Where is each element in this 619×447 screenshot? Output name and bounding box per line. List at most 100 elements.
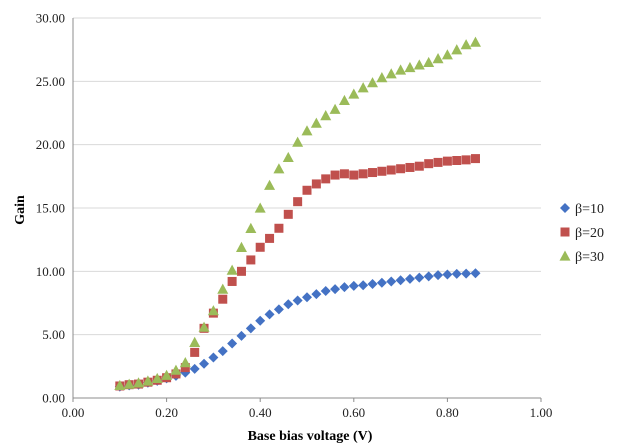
square-data-point — [311, 179, 321, 189]
x-axis-ticks: 0.00 0.20 0.40 0.60 0.80 1.00 — [62, 398, 553, 420]
triangle-data-point — [161, 369, 173, 380]
diamond-data-point — [199, 358, 210, 369]
triangle-data-point — [432, 53, 444, 64]
series-1 — [114, 268, 481, 392]
diamond-data-point — [470, 268, 481, 279]
x-tick-label: 0.80 — [436, 405, 459, 420]
axes — [72, 18, 541, 399]
square-data-point — [265, 233, 275, 243]
triangle-data-point — [282, 151, 294, 163]
diamond-data-point — [302, 292, 312, 303]
square-data-point — [293, 197, 303, 207]
y-tick-label: 10.00 — [36, 264, 65, 279]
triangle-data-point — [264, 179, 276, 190]
triangle-data-point — [142, 375, 154, 386]
square-data-point — [414, 161, 424, 171]
square-data-point — [405, 162, 415, 172]
triangle-data-point — [441, 49, 453, 60]
square-data-point — [461, 155, 471, 165]
legend-item: β=30 — [559, 250, 604, 265]
square-data-point — [321, 174, 331, 184]
square-data-point — [424, 159, 434, 169]
series-2 — [115, 154, 480, 391]
y-tick-label: 15.00 — [36, 201, 65, 216]
legend-square-icon — [560, 227, 570, 237]
diamond-data-point — [376, 277, 387, 288]
legend-diamond-icon — [560, 203, 570, 213]
triangle-data-point — [207, 305, 219, 316]
triangle-data-point — [123, 378, 135, 389]
triangle-data-point — [151, 372, 163, 384]
diamond-data-point — [208, 352, 219, 363]
square-data-point — [274, 223, 284, 233]
diamond-data-point — [255, 315, 266, 326]
diamond-data-point — [330, 284, 341, 295]
square-data-point — [330, 170, 340, 180]
diamond-data-point — [442, 269, 453, 280]
triangle-data-point — [469, 36, 481, 47]
triangle-data-point — [367, 77, 379, 88]
triangle-data-point — [357, 82, 369, 93]
triangle-data-point — [310, 117, 322, 128]
legend-triangle-icon — [559, 250, 571, 261]
triangle-data-point — [301, 125, 313, 136]
square-data-point — [349, 170, 359, 180]
triangle-data-point — [460, 39, 472, 50]
diamond-data-point — [236, 330, 247, 341]
legend: β=10 β=20 β=30 — [559, 202, 604, 265]
diamond-data-point — [217, 346, 228, 357]
triangle-data-point — [451, 44, 463, 55]
square-data-point — [396, 164, 406, 174]
diamond-data-point — [404, 273, 415, 284]
triangle-data-point — [395, 64, 407, 75]
diamond-data-point — [227, 338, 238, 349]
triangle-data-point — [404, 61, 416, 73]
diamond-data-point — [348, 280, 359, 291]
triangle-data-point — [170, 364, 182, 375]
triangle-data-point — [273, 163, 285, 174]
diamond-data-point — [273, 304, 284, 315]
square-data-point — [283, 209, 293, 219]
triangle-data-point — [413, 59, 425, 70]
x-tick-label: 1.00 — [530, 405, 553, 420]
diamond-data-point — [386, 276, 397, 287]
triangle-data-point — [292, 136, 304, 147]
square-data-point — [302, 185, 312, 195]
legend-label: β=10 — [575, 202, 604, 217]
series-3 — [114, 36, 481, 391]
square-data-point — [246, 255, 256, 265]
x-tick-label: 0.20 — [155, 405, 178, 420]
legend-label: β=20 — [575, 226, 604, 241]
triangle-data-point — [348, 88, 360, 99]
square-data-point — [180, 363, 190, 373]
square-data-point — [386, 165, 396, 175]
triangle-data-point — [320, 110, 332, 121]
square-data-point — [358, 169, 368, 179]
diamond-data-point — [320, 285, 331, 296]
y-axis-ticks: 0.00 5.00 10.00 15.00 20.00 25.00 30.00 — [36, 11, 65, 406]
diamond-data-point — [433, 270, 444, 281]
triangle-data-point — [179, 357, 191, 368]
diamond-data-point — [414, 272, 425, 283]
triangle-data-point — [423, 56, 435, 68]
square-data-point — [442, 156, 452, 166]
square-data-point — [218, 294, 228, 304]
triangle-data-point — [245, 222, 257, 233]
diamond-data-point — [189, 363, 200, 374]
y-tick-label: 0.00 — [42, 391, 65, 406]
square-data-point — [452, 156, 462, 165]
triangle-data-point — [226, 264, 238, 275]
square-data-point — [190, 347, 200, 357]
diamond-data-point — [339, 282, 350, 293]
diamond-data-point — [367, 279, 378, 289]
y-tick-label: 20.00 — [36, 137, 65, 152]
diamond-data-point — [245, 323, 256, 334]
diamond-data-point — [451, 268, 462, 279]
triangle-data-point — [235, 241, 247, 252]
triangle-data-point — [198, 321, 210, 332]
legend-item: β=10 — [560, 202, 604, 217]
y-axis-title: Gain — [13, 195, 28, 225]
diamond-data-point — [358, 280, 369, 291]
legend-item: β=20 — [560, 226, 604, 241]
